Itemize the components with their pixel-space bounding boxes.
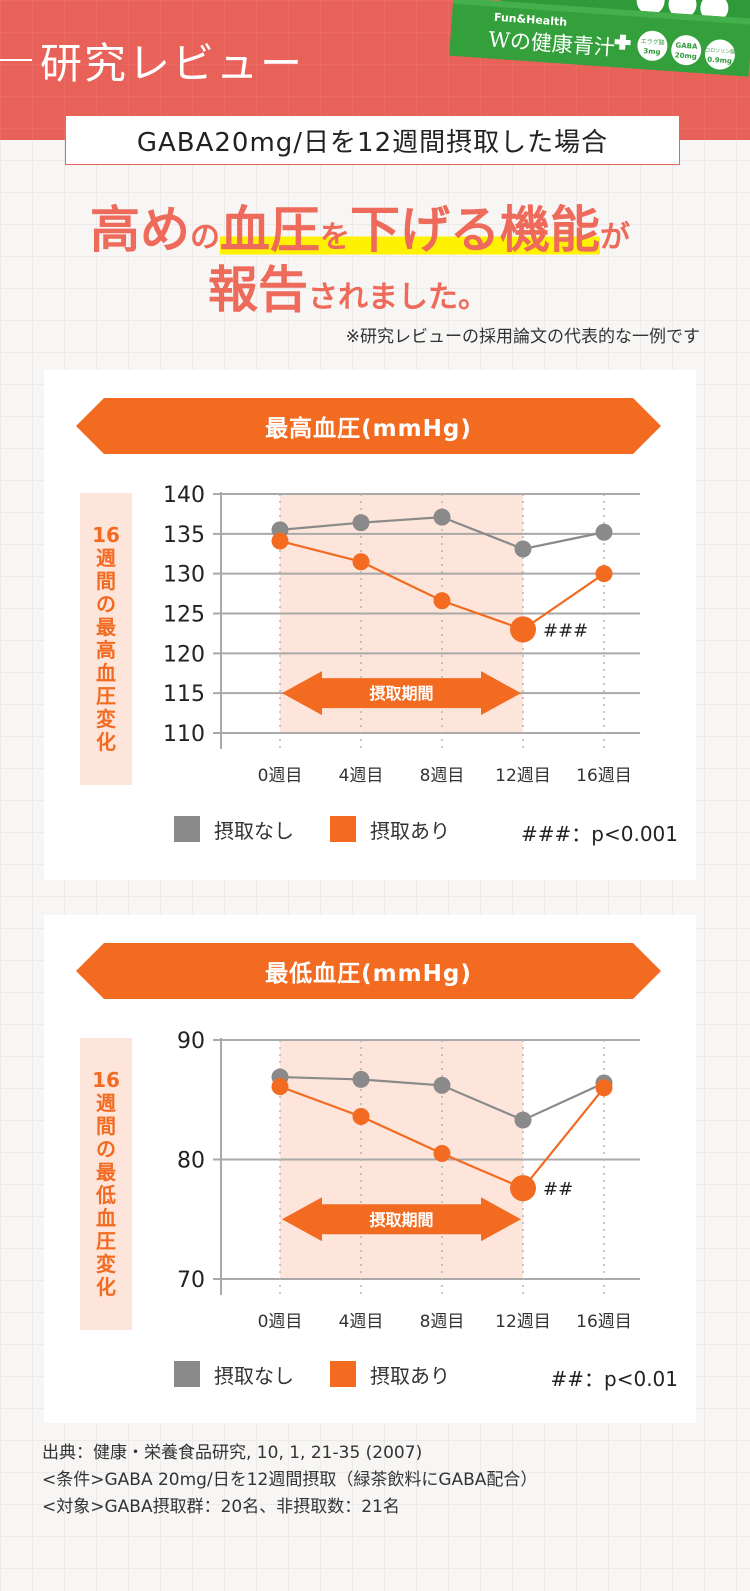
data-point — [271, 1078, 289, 1096]
legend-swatch-orange — [330, 816, 356, 842]
legend: 摂取なし 摂取あり — [174, 1360, 486, 1389]
svg-text:Fun&Health: Fun&Health — [494, 11, 568, 29]
x-tick-label: 16週目 — [576, 766, 632, 786]
headline-line-1: 高めの血圧を下げる機能が — [90, 200, 630, 259]
svg-text:エラグ酸: エラグ酸 — [640, 37, 665, 47]
example-note: ※研究レビューの採用論文の代表的な一例です — [345, 327, 700, 347]
significance-note: ###：p<0.001 — [521, 822, 678, 846]
x-tick-label: 8週目 — [420, 766, 465, 786]
footer-citation: 出典：健康・栄養食品研究, 10, 1, 21-35 (2007) <条件>GA… — [42, 1440, 537, 1521]
y-tick-label: 135 — [163, 523, 205, 548]
data-point — [433, 1145, 451, 1163]
y-tick-label: 110 — [163, 722, 205, 747]
data-point — [595, 565, 613, 583]
intake-period-label: 摂取期間 — [369, 1210, 433, 1229]
data-point — [514, 540, 532, 558]
legend-item-no-intake: 摂取なし — [174, 815, 294, 844]
legend-swatch-gray — [174, 816, 200, 842]
intake-period-arrow — [282, 1197, 521, 1242]
source-citation: 出典：健康・栄養食品研究, 10, 1, 21-35 (2007) — [42, 1443, 423, 1463]
section-title-text: 研究レビュー — [40, 38, 305, 88]
y-tick-label: 90 — [177, 1029, 205, 1054]
legend-item-intake: 摂取あり — [330, 1360, 450, 1389]
study-condition-text: GABA20mg/日を12週間摂取した場合 — [136, 127, 609, 158]
significance-note: ##：p<0.01 — [550, 1367, 679, 1391]
chart-title-banner — [76, 398, 661, 454]
systolic-line-chart: 140 135 130 125 120 115 110 0週目 4週目 8週目 12週目 16週目 摂取… — [163, 483, 640, 786]
intake-period-arrow — [282, 671, 521, 716]
data-point — [510, 616, 536, 643]
y-tick-label: 70 — [177, 1268, 205, 1293]
y-tick-label: 80 — [177, 1149, 205, 1174]
title-dash — [0, 59, 32, 61]
data-point — [510, 1175, 536, 1202]
svg-text:20mg: 20mg — [675, 51, 698, 61]
svg-text:コロソリン酸: コロソリン酸 — [705, 46, 735, 55]
data-point — [514, 1111, 532, 1129]
legend-item-intake: 摂取あり — [330, 815, 450, 844]
y-tick-label: 125 — [163, 603, 205, 628]
x-tick-label: 0週目 — [258, 1312, 303, 1332]
data-point — [433, 508, 451, 526]
x-tick-label: 12週目 — [495, 766, 551, 786]
y-axis-label: 16 週間の最高血圧変化 — [80, 493, 132, 785]
legend: 摂取なし 摂取あり — [174, 815, 486, 844]
section-title: 研究レビュー — [0, 30, 304, 90]
systolic-chart-card: 最高血圧(mmHg) 16 週間の最高血圧変化 140 135 130 125 120 11… — [44, 370, 696, 880]
data-point — [352, 1107, 370, 1125]
svg-text:GABA: GABA — [675, 41, 698, 51]
y-tick-label: 120 — [163, 642, 205, 667]
data-point — [271, 532, 289, 550]
intake-period-label: 摂取期間 — [369, 684, 433, 703]
legend-swatch-orange — [330, 1361, 356, 1387]
data-point — [433, 592, 451, 610]
svg-text:0.9mg: 0.9mg — [707, 56, 732, 66]
study-condition-box: GABA20mg/日を12週間摂取した場合 — [65, 115, 680, 165]
product-image: Fun&Health Wの健康青汁 エラグ酸 3mg GABA 20mg コロソ… — [449, 0, 750, 77]
significance-marker: ## — [543, 1179, 573, 1200]
study-condition: <条件>GABA 20mg/日を12週間摂取（緑茶飲料にGABA配合） — [42, 1470, 538, 1490]
study-subjects: <対象>GABA摂取群：20名、非摂取数：21名 — [42, 1497, 400, 1517]
significance-marker: ### — [543, 620, 588, 641]
diastolic-chart-card: 最低血圧(mmHg) 16 週間の最低血圧変化 90 80 70 0週目 4週目 8週目 12… — [44, 915, 696, 1423]
data-point — [595, 1079, 613, 1097]
data-point — [595, 523, 613, 541]
y-tick-label: 140 — [163, 483, 205, 508]
y-tick-label: 115 — [163, 682, 205, 707]
x-tick-label: 16週目 — [576, 1312, 632, 1332]
x-tick-label: 4週目 — [339, 766, 384, 786]
data-point — [433, 1076, 451, 1094]
x-tick-label: 4週目 — [339, 1312, 384, 1332]
svg-text:3mg: 3mg — [643, 47, 661, 56]
diastolic-line-chart: 90 80 70 0週目 4週目 8週目 12週目 16週目 摂取期間 ## — [177, 1029, 640, 1332]
data-point — [352, 553, 370, 571]
y-tick-label: 130 — [163, 563, 205, 588]
x-tick-label: 8週目 — [420, 1312, 465, 1332]
headline-line-2: 報告されました。 — [208, 260, 488, 319]
hero-banner: 研究レビュー Fun&Health Wの健康青汁 エラグ酸 3mg GABA 2… — [0, 0, 750, 140]
y-axis-label: 16 週間の最低血圧変化 — [80, 1038, 132, 1330]
data-point — [352, 1070, 370, 1088]
legend-item-no-intake: 摂取なし — [174, 1360, 294, 1389]
data-point — [352, 514, 370, 532]
x-tick-label: 12週目 — [495, 1312, 551, 1332]
legend-swatch-gray — [174, 1361, 200, 1387]
x-tick-label: 0週目 — [258, 766, 303, 786]
chart-title-banner — [76, 943, 661, 999]
